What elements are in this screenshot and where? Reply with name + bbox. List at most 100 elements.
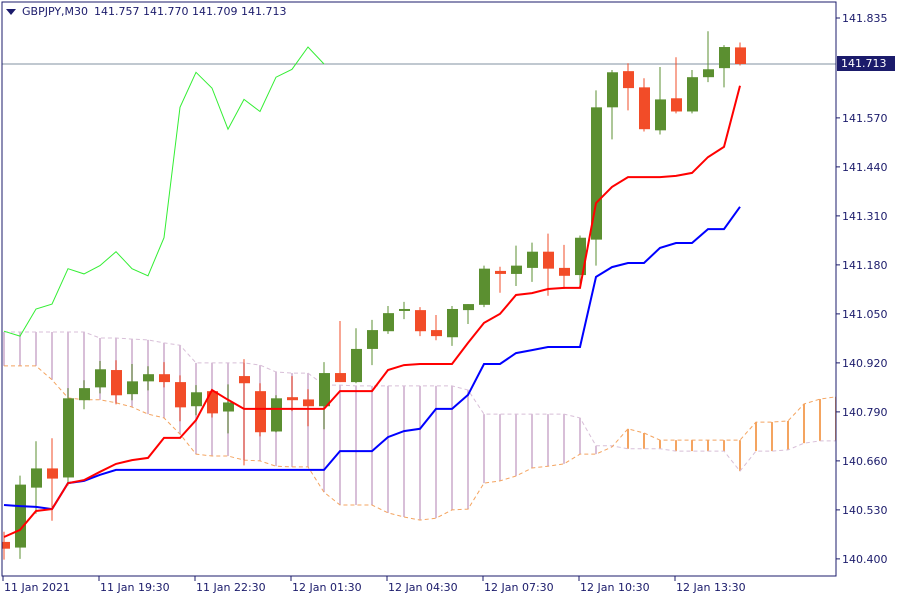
- candle: [735, 42, 746, 66]
- candle: [543, 233, 554, 296]
- triangle-down-icon[interactable]: [6, 8, 16, 15]
- candle-body: [63, 398, 74, 478]
- candle: [463, 304, 474, 325]
- candle: [303, 389, 314, 427]
- candle-body: [223, 402, 234, 412]
- candle: [607, 70, 618, 140]
- candle-body: [623, 71, 634, 89]
- candle-body: [351, 348, 362, 383]
- candle: [175, 375, 186, 422]
- candle-body: [399, 308, 410, 311]
- candle-body: [271, 398, 282, 432]
- candle-body: [31, 468, 42, 488]
- candle-body: [47, 468, 58, 479]
- candle-body: [143, 374, 154, 382]
- candle: [207, 389, 218, 418]
- candle-body: [671, 98, 682, 112]
- candle: [127, 364, 138, 401]
- plot-frame: [1, 1, 837, 577]
- candle: [47, 438, 58, 521]
- candle-body: [191, 392, 202, 407]
- y-tick-label: 140.530: [842, 504, 888, 517]
- candle-body: [719, 47, 730, 69]
- candle-body: [159, 374, 170, 383]
- kijun-sen-line: [3, 206, 741, 511]
- candle-body: [639, 87, 650, 130]
- senkou-span-b-line: [4, 331, 836, 472]
- candle: [527, 242, 538, 282]
- candle: [511, 245, 522, 286]
- candle: [143, 366, 154, 391]
- candle-body: [479, 268, 490, 305]
- x-tick-label: 12 Jan 01:30: [292, 581, 362, 594]
- candle: [719, 45, 730, 88]
- candle-body: [703, 69, 714, 78]
- candle-body: [335, 373, 346, 383]
- candle-body: [2, 541, 10, 549]
- candle: [623, 63, 634, 111]
- candle: [159, 362, 170, 388]
- candle-body: [495, 270, 506, 274]
- candle: [591, 90, 602, 266]
- candle-body: [415, 310, 426, 332]
- candle: [191, 385, 202, 416]
- senkou-span-a-line: [4, 365, 836, 521]
- candle: [367, 319, 378, 366]
- candle-body: [367, 330, 378, 349]
- candle-body: [127, 381, 138, 395]
- symbol-label: GBPJPY,M30: [22, 5, 89, 18]
- candle: [495, 266, 506, 293]
- candle-body: [287, 397, 298, 401]
- candle: [335, 321, 346, 383]
- x-tick-label: 12 Jan 10:30: [580, 581, 650, 594]
- candle: [351, 328, 362, 384]
- x-tick-label: 11 Jan 19:30: [100, 581, 170, 594]
- chikou-span-line: [3, 46, 325, 337]
- y-tick-label: 141.835: [842, 12, 888, 25]
- candle: [111, 360, 122, 405]
- candle-body: [575, 237, 586, 276]
- y-tick-label: 141.310: [842, 210, 888, 223]
- candle: [271, 395, 282, 433]
- candle: [703, 31, 714, 83]
- current-price-tag: 141.713: [837, 56, 895, 71]
- candle-body: [303, 399, 314, 407]
- candle: [431, 315, 442, 341]
- x-tick-label: 11 Jan 2021: [4, 581, 70, 594]
- y-tick-label: 141.050: [842, 308, 888, 321]
- candle-body: [95, 369, 106, 388]
- y-tick-label: 141.570: [842, 112, 888, 125]
- candle-body: [655, 99, 666, 131]
- candle-body: [319, 373, 330, 407]
- candle: [655, 66, 666, 135]
- candle: [415, 307, 426, 337]
- x-tick-label: 12 Jan 04:30: [388, 581, 458, 594]
- candle: [79, 380, 90, 410]
- candle-body: [79, 388, 90, 401]
- y-tick-label: 140.790: [842, 406, 888, 419]
- candle-body: [431, 330, 442, 337]
- candle: [287, 376, 298, 412]
- candle-body: [607, 72, 618, 108]
- candle: [223, 384, 234, 434]
- candle-body: [175, 382, 186, 408]
- y-tick-label: 140.400: [842, 553, 888, 566]
- candle-body: [239, 376, 250, 384]
- candle: [95, 360, 106, 394]
- candle: [639, 78, 650, 132]
- candle-body: [111, 370, 122, 396]
- candle: [15, 475, 26, 559]
- candle-body: [255, 391, 266, 433]
- candle-body: [511, 265, 522, 274]
- tenkan-sen-line: [3, 85, 741, 538]
- candle: [399, 301, 410, 320]
- candle: [319, 362, 330, 430]
- candle-body: [687, 77, 698, 112]
- x-tick-label: 11 Jan 22:30: [196, 581, 266, 594]
- candle: [479, 265, 490, 308]
- candle-body: [383, 313, 394, 332]
- ohlc-readout: 141.757 141.770 141.709 141.713: [94, 5, 287, 18]
- candle-body: [543, 251, 554, 269]
- candle: [575, 235, 586, 286]
